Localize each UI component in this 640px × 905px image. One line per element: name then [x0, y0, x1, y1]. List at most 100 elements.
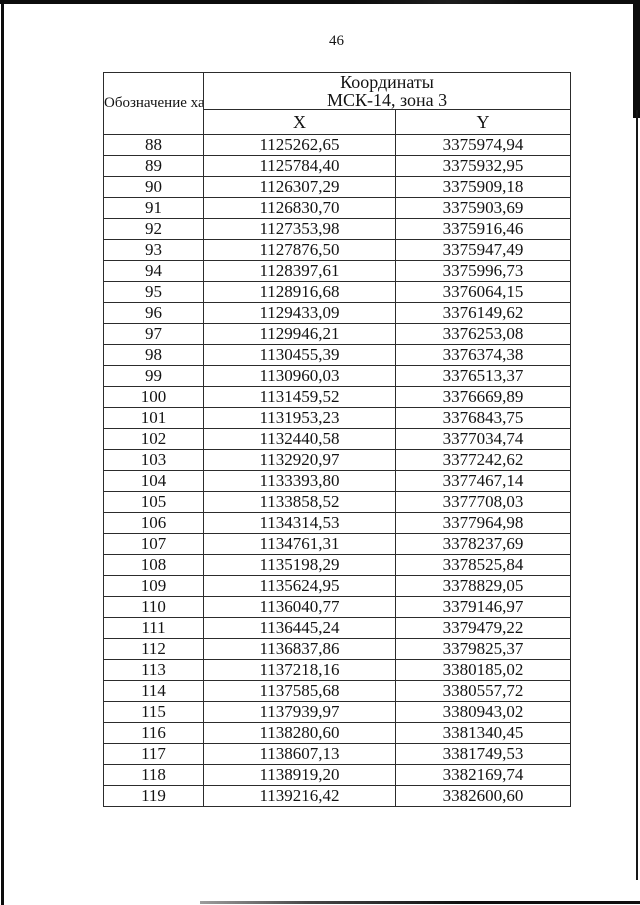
y-coordinate-cell: 3375909,18: [394, 176, 572, 198]
coordinates-table: Обозначение характерных точек границ Коо…: [103, 72, 572, 807]
point-number-cell: 97: [103, 323, 204, 345]
x-coordinate-cell: 1130960,03: [203, 365, 396, 387]
point-number-cell: 107: [103, 533, 204, 555]
y-coordinate-cell: 3381340,45: [394, 722, 572, 744]
x-coordinate-cell: 1128397,61: [203, 260, 396, 282]
table-row: 101 1131953,23 3376843,75: [103, 407, 572, 429]
y-coordinate-cell: 3375974,94: [394, 134, 572, 156]
point-number-cell: 94: [103, 260, 204, 282]
x-coordinate-cell: 1133858,52: [203, 491, 396, 513]
y-coordinate-cell: 3380185,02: [394, 659, 572, 681]
header-coordinate-system: Координаты МСК-14, зона 3: [202, 72, 572, 110]
x-coordinate-cell: 1139216,42: [203, 785, 396, 807]
y-coordinate-cell: 3380557,72: [394, 680, 572, 702]
x-coordinate-cell: 1136445,24: [203, 617, 396, 639]
y-coordinate-cell: 3382600,60: [394, 785, 572, 807]
point-number-cell: 100: [103, 386, 204, 408]
table-row: 97 1129946,21 3376253,08: [103, 323, 572, 345]
y-coordinate-cell: 3378525,84: [394, 554, 572, 576]
x-coordinate-cell: 1127876,50: [203, 239, 396, 261]
x-coordinate-cell: 1132920,97: [203, 449, 396, 471]
header-coordinates-title: Координаты: [340, 72, 434, 92]
x-coordinate-cell: 1138280,60: [203, 722, 396, 744]
table-row: 111 1136445,24 3379479,22: [103, 617, 572, 639]
point-number-cell: 89: [103, 155, 204, 177]
x-coordinate-cell: 1137939,97: [203, 701, 396, 723]
y-coordinate-cell: 3379825,37: [394, 638, 572, 660]
point-number-cell: 111: [103, 617, 204, 639]
point-number-cell: 95: [103, 281, 204, 303]
x-coordinate-cell: 1127353,98: [203, 218, 396, 240]
y-coordinate-cell: 3381749,53: [394, 743, 572, 765]
y-coordinate-cell: 3379479,22: [394, 617, 572, 639]
header-y-column: Y: [394, 109, 572, 135]
point-number-cell: 104: [103, 470, 204, 492]
y-coordinate-cell: 3382169,74: [394, 764, 572, 786]
scan-border-bottom: [200, 901, 640, 904]
x-coordinate-cell: 1129433,09: [203, 302, 396, 324]
table-row: 105 1133858,52 3377708,03: [103, 491, 572, 513]
y-coordinate-cell: 3376374,38: [394, 344, 572, 366]
coordinates-table-body: 88 1125262,65 3375974,94 89 1125784,40 3…: [103, 134, 572, 807]
x-coordinate-cell: 1131459,52: [203, 386, 396, 408]
y-coordinate-cell: 3376669,89: [394, 386, 572, 408]
header-coordinates-zone: МСК-14, зона 3: [326, 90, 448, 110]
y-coordinate-cell: 3375996,73: [394, 260, 572, 282]
table-row: 93 1127876,50 3375947,49: [103, 239, 572, 261]
table-row: 109 1135624,95 3378829,05: [103, 575, 572, 597]
x-coordinate-cell: 1131953,23: [203, 407, 396, 429]
x-coordinate-cell: 1137585,68: [203, 680, 396, 702]
point-number-cell: 96: [103, 302, 204, 324]
y-coordinate-cell: 3380943,02: [394, 701, 572, 723]
table-row: 113 1137218,16 3380185,02: [103, 659, 572, 681]
y-coordinate-cell: 3376513,37: [394, 365, 572, 387]
point-number-cell: 88: [103, 134, 204, 156]
y-coordinate-cell: 3375947,49: [394, 239, 572, 261]
table-row: 94 1128397,61 3375996,73: [103, 260, 572, 282]
point-number-cell: 105: [103, 491, 204, 513]
scan-border-left: [1, 0, 4, 905]
point-number-cell: 118: [103, 764, 204, 786]
table-row: 104 1133393,80 3377467,14: [103, 470, 572, 492]
x-coordinate-cell: 1125784,40: [203, 155, 396, 177]
point-number-cell: 112: [103, 638, 204, 660]
point-number-cell: 98: [103, 344, 204, 366]
x-coordinate-cell: 1126830,70: [203, 197, 396, 219]
y-coordinate-cell: 3375932,95: [394, 155, 572, 177]
point-number-cell: 113: [103, 659, 204, 681]
x-coordinate-cell: 1128916,68: [203, 281, 396, 303]
table-row: 110 1136040,77 3379146,97: [103, 596, 572, 618]
point-number-cell: 114: [103, 680, 204, 702]
table-row: 119 1139216,42 3382600,60: [103, 785, 572, 807]
y-coordinate-cell: 3377034,74: [394, 428, 572, 450]
x-coordinate-cell: 1136040,77: [203, 596, 396, 618]
point-number-cell: 90: [103, 176, 204, 198]
point-number-cell: 106: [103, 512, 204, 534]
x-coordinate-cell: 1129946,21: [203, 323, 396, 345]
x-coordinate-cell: 1135624,95: [203, 575, 396, 597]
x-coordinate-cell: 1134314,53: [203, 512, 396, 534]
coordinates-table-header: Обозначение характерных точек границ Коо…: [103, 72, 572, 135]
y-coordinate-cell: 3377708,03: [394, 491, 572, 513]
header-point-designation: Обозначение характерных точек границ: [103, 72, 204, 135]
point-number-cell: 117: [103, 743, 204, 765]
page-number: 46: [329, 33, 344, 49]
table-row: 91 1126830,70 3375903,69: [103, 197, 572, 219]
y-coordinate-cell: 3377964,98: [394, 512, 572, 534]
table-row: 88 1125262,65 3375974,94: [103, 134, 572, 156]
point-number-cell: 109: [103, 575, 204, 597]
table-row: 114 1137585,68 3380557,72: [103, 680, 572, 702]
table-row: 99 1130960,03 3376513,37: [103, 365, 572, 387]
x-coordinate-cell: 1125262,65: [203, 134, 396, 156]
table-row: 96 1129433,09 3376149,62: [103, 302, 572, 324]
table-row: 95 1128916,68 3376064,15: [103, 281, 572, 303]
table-row: 116 1138280,60 3381340,45: [103, 722, 572, 744]
table-row: 108 1135198,29 3378525,84: [103, 554, 572, 576]
table-row: 103 1132920,97 3377242,62: [103, 449, 572, 471]
header-x-column: X: [203, 109, 396, 135]
point-number-cell: 92: [103, 218, 204, 240]
y-coordinate-cell: 3375903,69: [394, 197, 572, 219]
y-coordinate-cell: 3378829,05: [394, 575, 572, 597]
y-coordinate-cell: 3379146,97: [394, 596, 572, 618]
y-coordinate-cell: 3375916,46: [394, 218, 572, 240]
